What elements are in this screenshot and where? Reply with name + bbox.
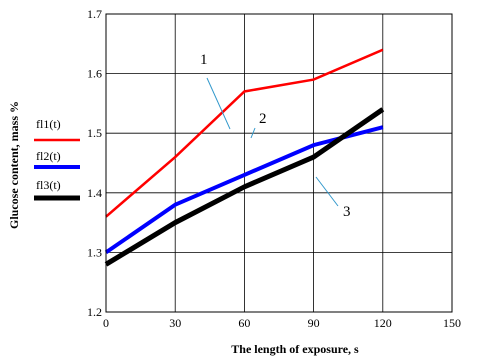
y-tick-label: 1.2 [87, 305, 102, 319]
plot-frame [105, 13, 453, 313]
legend-label-3: fl3(t) [36, 178, 61, 192]
series-line-3 [104, 107, 385, 267]
annotation-label-3: 3 [343, 204, 351, 220]
legend: fl1(t) fl2(t) fl3(t) [34, 117, 80, 201]
y-tick-label: 1.3 [87, 245, 102, 259]
tick-labels: 0 30 60 90 120 150 1.2 1.3 1.4 1.5 1.6 1.7 [87, 7, 461, 330]
annotation-leader-1 [206, 77, 231, 130]
annotation-label-1: 1 [200, 52, 208, 68]
x-tick-label: 30 [169, 316, 181, 330]
x-tick-label: 90 [308, 316, 320, 330]
y-tick-label: 1.7 [87, 7, 102, 21]
grid [106, 14, 452, 312]
x-axis-title: The length of exposure, s [231, 342, 359, 356]
legend-label-1: fl1(t) [36, 117, 61, 131]
annotations: 1 2 3 [200, 52, 351, 220]
series-lines [104, 48, 385, 267]
legend-label-2: fl2(t) [36, 149, 61, 163]
x-tick-label: 150 [443, 316, 461, 330]
annotation-leader-2 [250, 127, 256, 139]
y-tick-label: 1.4 [87, 186, 102, 200]
y-tick-label: 1.5 [87, 126, 102, 140]
x-tick-label: 60 [238, 316, 250, 330]
y-axis-title: Glucose content, mass % [7, 101, 21, 229]
x-tick-label: 0 [103, 316, 109, 330]
y-tick-label: 1.6 [87, 67, 102, 81]
annotation-leader-3 [315, 176, 339, 207]
x-tick-label: 120 [374, 316, 392, 330]
series-line-1 [105, 48, 384, 218]
annotation-label-2: 2 [259, 111, 267, 127]
